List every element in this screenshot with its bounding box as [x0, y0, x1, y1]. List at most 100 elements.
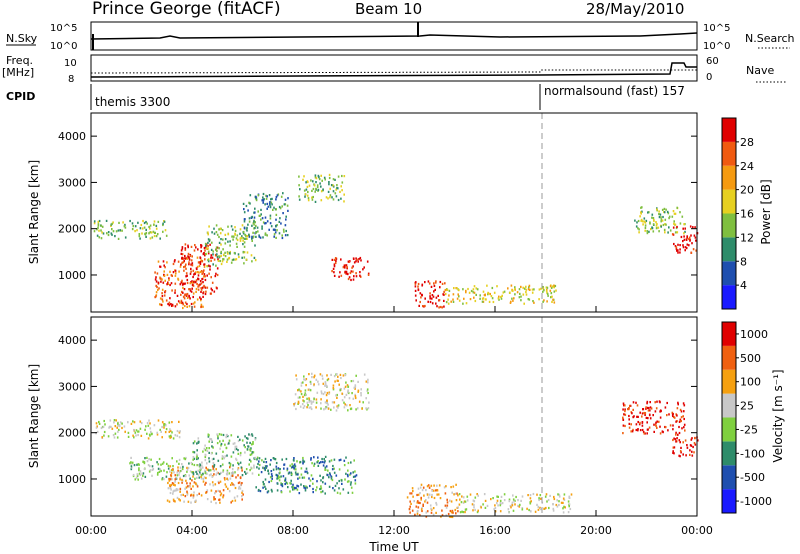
power-cell: [684, 230, 686, 233]
velocity-cell: [186, 485, 189, 488]
velocity-cell: [344, 403, 346, 406]
power-cell: [482, 300, 485, 303]
velocity-cell: [324, 492, 326, 495]
velocity-cell: [196, 476, 198, 479]
velocity-cell: [222, 494, 225, 497]
power-cell: [352, 278, 355, 281]
velocity-cell: [96, 425, 98, 428]
power-cell: [227, 252, 229, 255]
velocity-cell: [510, 506, 512, 509]
velocity-cell: [211, 481, 214, 484]
velocity-colorbar-segment: [722, 417, 736, 442]
velocity-cell: [330, 373, 332, 376]
power-cell: [192, 295, 194, 299]
velocity-cell: [269, 463, 271, 466]
velocity-cell: [240, 484, 242, 487]
velocity-cell: [322, 382, 325, 385]
power-cell: [345, 264, 348, 267]
power-cell: [324, 178, 326, 181]
velocity-cell: [265, 487, 267, 490]
power-cell: [682, 244, 684, 247]
velocity-cell: [219, 490, 221, 493]
velocity-cell: [458, 503, 461, 506]
power-cell: [688, 237, 690, 241]
power-cell: [302, 178, 304, 181]
velocity-cell: [139, 470, 142, 473]
velocity-cell: [678, 420, 681, 423]
velocity-cell: [536, 493, 538, 496]
velocity-cell: [260, 471, 263, 474]
velocity-cell: [332, 384, 335, 387]
velocity-cell: [411, 487, 414, 490]
velocity-cell: [228, 461, 231, 465]
velocity-cell: [151, 465, 154, 468]
power-cell: [320, 199, 323, 202]
power-cell: [222, 258, 224, 261]
power-cell: [235, 237, 238, 240]
velocity-cell: [239, 438, 241, 441]
power-cell: [274, 228, 276, 231]
velocity-cell: [345, 404, 348, 407]
velocity-cell: [290, 471, 293, 474]
velocity-cell: [220, 471, 222, 474]
velocity-cell: [284, 479, 287, 482]
power-cell: [155, 235, 158, 238]
power-cell: [131, 222, 134, 225]
power-cell: [218, 255, 220, 258]
power-cell: [266, 234, 268, 237]
velocity-cell: [198, 465, 201, 468]
velocity-cell: [677, 403, 679, 406]
power-cell: [185, 275, 187, 278]
velocity-cell: [222, 496, 224, 499]
velocity-region: [457, 492, 573, 514]
velocity-cell: [174, 500, 176, 503]
velocity-cell: [330, 408, 332, 411]
power-cell: [649, 221, 651, 224]
velocity-cell: [325, 465, 328, 468]
velocity-cell: [219, 447, 221, 450]
velocity-cell: [245, 472, 247, 475]
power-cell: [523, 287, 526, 290]
velocity-cell: [235, 458, 238, 461]
velocity-cell: [412, 489, 414, 493]
power-cell: [245, 258, 248, 261]
velocity-cell: [98, 420, 100, 424]
velocity-cell: [496, 499, 499, 502]
power-cell: [434, 288, 436, 291]
power-cell: [314, 200, 317, 203]
velocity-cell: [354, 393, 356, 396]
velocity-cell: [192, 496, 195, 499]
power-cell: [692, 226, 694, 229]
power-cell: [643, 217, 646, 220]
power-cell: [182, 306, 184, 310]
velocity-cell: [645, 416, 648, 419]
power-region: [331, 256, 370, 282]
velocity-cell: [263, 467, 266, 470]
velocity-cell: [206, 498, 209, 501]
power-cell: [470, 289, 473, 293]
power-cell: [251, 235, 253, 238]
velocity-cell: [664, 406, 667, 409]
power-cell: [211, 281, 214, 284]
velocity-cell: [169, 478, 172, 481]
velocity-cell: [321, 457, 323, 461]
velocity-cell: [210, 473, 212, 476]
power-cell: [525, 288, 528, 291]
power-cell: [439, 286, 441, 289]
velocity-cell: [211, 445, 213, 448]
velocity-cell: [332, 388, 335, 391]
power-cell: [482, 297, 485, 300]
power-cell: [191, 281, 194, 284]
power-cell: [234, 232, 236, 235]
velocity-cell: [227, 442, 229, 445]
velocity-cell: [264, 485, 266, 488]
power-cell: [307, 190, 309, 194]
velocity-cell: [205, 491, 208, 494]
power-cell: [667, 231, 669, 234]
power-cell: [334, 257, 337, 260]
power-cell: [348, 276, 351, 279]
velocity-cell: [347, 385, 349, 388]
power-cell: [181, 261, 183, 264]
velocity-cell: [165, 475, 168, 478]
velocity-cell: [262, 467, 265, 470]
